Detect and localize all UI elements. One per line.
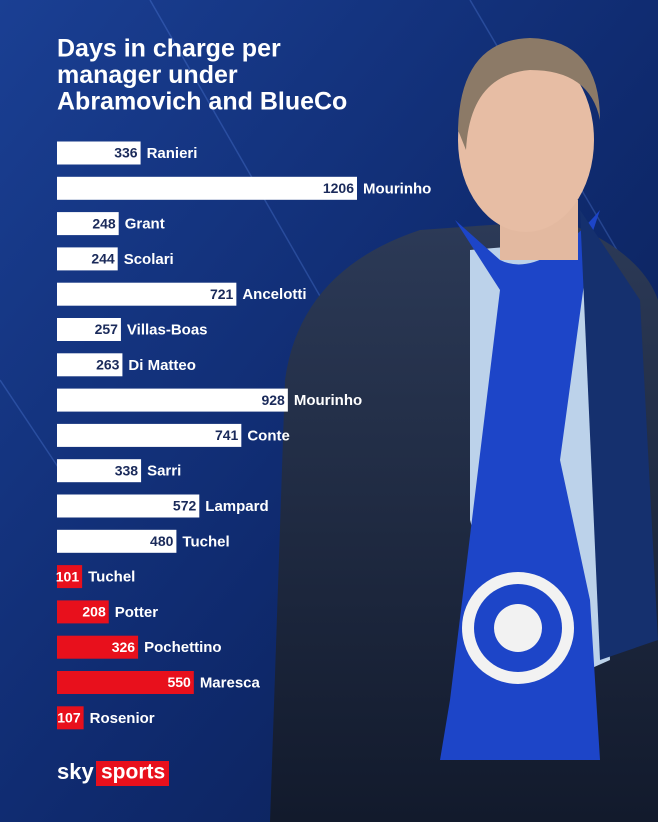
- category-label: Rosenior: [90, 710, 155, 727]
- bar: [57, 706, 84, 730]
- category-label: Ranieri: [147, 145, 198, 162]
- logo-sky: sky: [57, 759, 94, 784]
- value-label: 480: [150, 533, 174, 549]
- bar: [57, 423, 242, 447]
- bar: [57, 318, 121, 341]
- bar: [57, 600, 109, 624]
- category-label: Di Matteo: [128, 357, 196, 374]
- title-line: Days in charge per: [57, 35, 281, 63]
- category-label: Pochettino: [144, 639, 222, 656]
- category-label: Mourinho: [363, 180, 431, 197]
- value-label: 263: [96, 357, 120, 373]
- value-label: 721: [210, 286, 234, 302]
- category-label: Tuchel: [182, 533, 229, 550]
- value-label: 338: [115, 462, 139, 478]
- value-label: 248: [92, 215, 116, 231]
- category-label: Conte: [247, 427, 290, 444]
- title-line: Abramovich and BlueCo: [57, 88, 347, 116]
- category-label: Villas-Boas: [127, 321, 208, 338]
- category-label: Potter: [115, 604, 159, 621]
- value-label: 244: [91, 251, 115, 267]
- photo-figure: [270, 38, 658, 822]
- logo-box: [96, 761, 169, 786]
- value-label: 101: [56, 568, 80, 584]
- bar: [57, 635, 139, 659]
- value-label: 107: [57, 710, 81, 726]
- category-label: Lampard: [205, 498, 268, 515]
- bar: [57, 282, 237, 306]
- bars: 336 Ranieri 1206 Mourinho 248 Grant 244 Scolari…: [56, 141, 431, 730]
- value-label: 741: [215, 427, 239, 443]
- bar: [57, 494, 200, 518]
- title-line: manager under: [57, 61, 238, 89]
- value-label: 1206: [323, 180, 354, 196]
- category-label: Grant: [125, 216, 165, 233]
- bar: [57, 671, 194, 694]
- value-label: 257: [95, 321, 119, 337]
- category-label: Ancelotti: [242, 286, 306, 303]
- value-label: 928: [261, 392, 285, 408]
- bar: [57, 529, 177, 553]
- value-label: 326: [112, 639, 136, 655]
- bar: [57, 176, 357, 200]
- bar: [57, 247, 118, 271]
- logo: sky sports: [57, 759, 169, 786]
- category-label: Mourinho: [294, 392, 362, 409]
- value-label: 208: [82, 604, 106, 620]
- category-label: Sarri: [147, 463, 181, 480]
- logo-sports: sports: [101, 761, 165, 784]
- value-label: 572: [173, 498, 197, 514]
- bar: [57, 388, 288, 412]
- category-label: Tuchel: [88, 569, 135, 586]
- category-label: Scolari: [124, 251, 174, 268]
- value-label: 336: [114, 145, 138, 161]
- bar: [57, 459, 142, 483]
- bar: [57, 565, 83, 589]
- category-label: Maresca: [200, 674, 261, 691]
- value-label: 550: [167, 674, 191, 690]
- bar: [57, 353, 123, 377]
- bar: [57, 141, 141, 165]
- bar: [57, 212, 119, 236]
